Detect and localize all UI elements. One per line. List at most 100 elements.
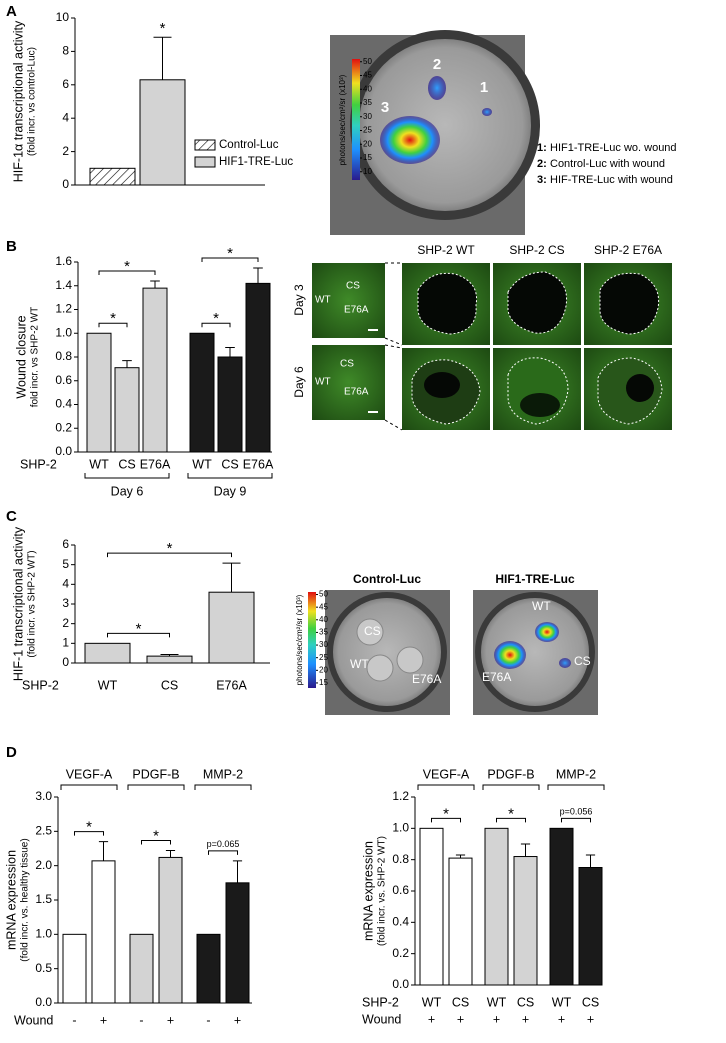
bar: [549, 827, 574, 986]
x-tick-label: CS: [161, 678, 178, 692]
y-axis-sublabel: (fold incr. vs. healthy tissue): [20, 838, 31, 961]
overview-label: WT: [315, 295, 331, 306]
x-tick-label: -: [72, 1013, 76, 1027]
panel-label: A: [6, 3, 17, 20]
error-bar: [122, 360, 132, 368]
significance-label: *: [227, 245, 233, 262]
image-title: Control-Luc: [353, 572, 421, 586]
group-bracket: [482, 784, 540, 790]
bar: [208, 591, 255, 664]
x-sublabel: +: [428, 1012, 435, 1026]
key-text: HIF-TRE-Luc with wound: [550, 174, 673, 186]
legend-label: Control-Luc: [219, 139, 279, 151]
colorbar-tick-label: 20: [319, 665, 328, 674]
error-bar: [98, 841, 109, 861]
significance-label: *: [153, 828, 159, 845]
colorbar-tick-label: 40: [319, 615, 328, 624]
x-tick-label: WT: [552, 995, 572, 1009]
significance-bracket: [107, 632, 170, 638]
significance-label: *: [124, 258, 130, 275]
y-axis-sublabel: (fold incr. vs. SHP-2 WT): [377, 836, 388, 946]
y-tick-label: 3.0: [35, 789, 52, 803]
well-label: WT: [532, 599, 551, 613]
y-tick-label: 0.0: [35, 995, 52, 1009]
bar: [114, 367, 140, 453]
significance-bracket: [74, 831, 104, 836]
annotation: *: [160, 20, 166, 37]
overview-label: E76A: [344, 387, 369, 398]
y-tick-label: 10: [56, 10, 70, 24]
row-label: Wound: [14, 1013, 53, 1027]
colorbar-tick-label: 25: [319, 653, 328, 662]
y-tick-label: 0: [62, 655, 69, 669]
x-sublabel: +: [587, 1012, 594, 1026]
group-bracket: [60, 784, 118, 790]
significance-label: p=0.056: [560, 807, 593, 817]
significance-bracket: [201, 257, 259, 262]
y-axis-sublabel: (fold incr. vs SHP-2 WT): [27, 550, 38, 657]
significance-bracket: [496, 817, 526, 823]
error-bar: [165, 850, 176, 858]
significance-label: *: [136, 620, 142, 637]
key-number: 3:: [537, 174, 547, 186]
column-title: SHP-2 WT: [417, 243, 475, 257]
error-bar: [520, 843, 531, 857]
colorbar-tick-label: 15: [363, 153, 372, 162]
significance-label: *: [443, 805, 449, 822]
x-tick-label: E76A: [140, 457, 171, 471]
y-axis-label: mRNA expression: [4, 850, 18, 950]
bar: [513, 856, 538, 986]
y-tick-label: 1.6: [55, 254, 72, 268]
well-label: WT: [350, 657, 369, 671]
y-axis-label: Wound closure: [14, 315, 28, 398]
y-tick-label: 1.0: [55, 325, 72, 339]
y-tick-label: 2.5: [35, 824, 52, 838]
colorbar-tick-label: 30: [363, 112, 372, 121]
y-axis-sublabel: fold incr. vs SHP-2 WT: [30, 307, 41, 408]
y-tick-label: 1.0: [392, 821, 409, 835]
micrograph-grid: [312, 262, 672, 431]
colorbar-tick-label: 35: [319, 628, 328, 637]
x-tick-label: +: [167, 1013, 174, 1027]
key-number: 1:: [537, 142, 547, 154]
legend-swatch: [194, 156, 216, 168]
y-tick-label: 1.2: [55, 302, 72, 316]
x-tick-label: WT: [422, 995, 442, 1009]
bar: [419, 827, 444, 986]
y-tick-label: 5: [62, 557, 69, 571]
x-tick-label: -: [206, 1013, 210, 1027]
overview-label: E76A: [344, 305, 369, 316]
bar: [89, 167, 136, 186]
significance-label: *: [167, 540, 173, 557]
significance-label: *: [110, 310, 116, 327]
y-tick-label: 0.0: [55, 444, 72, 458]
x-tick-label: CS: [118, 457, 135, 471]
row-label: SHP-2: [20, 457, 57, 471]
bar: [158, 856, 183, 1004]
colorbar-tick-label: 50: [363, 57, 372, 66]
column-title: SHP-2 CS: [509, 243, 564, 257]
bar: [84, 642, 131, 664]
spot-label: 1: [480, 79, 488, 96]
y-tick-label: 8: [62, 44, 69, 58]
legend-label: HIF1-TRE-Luc: [219, 156, 293, 168]
x-sublabel: +: [493, 1012, 500, 1026]
colorbar-tick-label: 30: [319, 640, 328, 649]
row-label: SHP-2: [22, 678, 59, 692]
x-tick-label: +: [100, 1013, 107, 1027]
y-tick-label: 0.2: [392, 946, 409, 960]
legend-swatch: [194, 139, 216, 151]
y-tick-label: 0: [62, 177, 69, 191]
x-sublabel: +: [558, 1012, 565, 1026]
y-tick-label: 0.4: [55, 397, 72, 411]
well-label: E76A: [412, 672, 441, 686]
overview-label: CS: [340, 359, 354, 370]
group-bracket: [187, 473, 273, 479]
y-tick-label: 2.0: [35, 858, 52, 872]
y-tick-label: 1.0: [35, 927, 52, 941]
error-bar: [253, 267, 263, 284]
key-text: Control-Luc with wound: [550, 158, 665, 170]
group-label: VEGF-A: [66, 767, 113, 781]
group-bracket: [194, 784, 252, 790]
x-tick-label: CS: [582, 995, 599, 1009]
